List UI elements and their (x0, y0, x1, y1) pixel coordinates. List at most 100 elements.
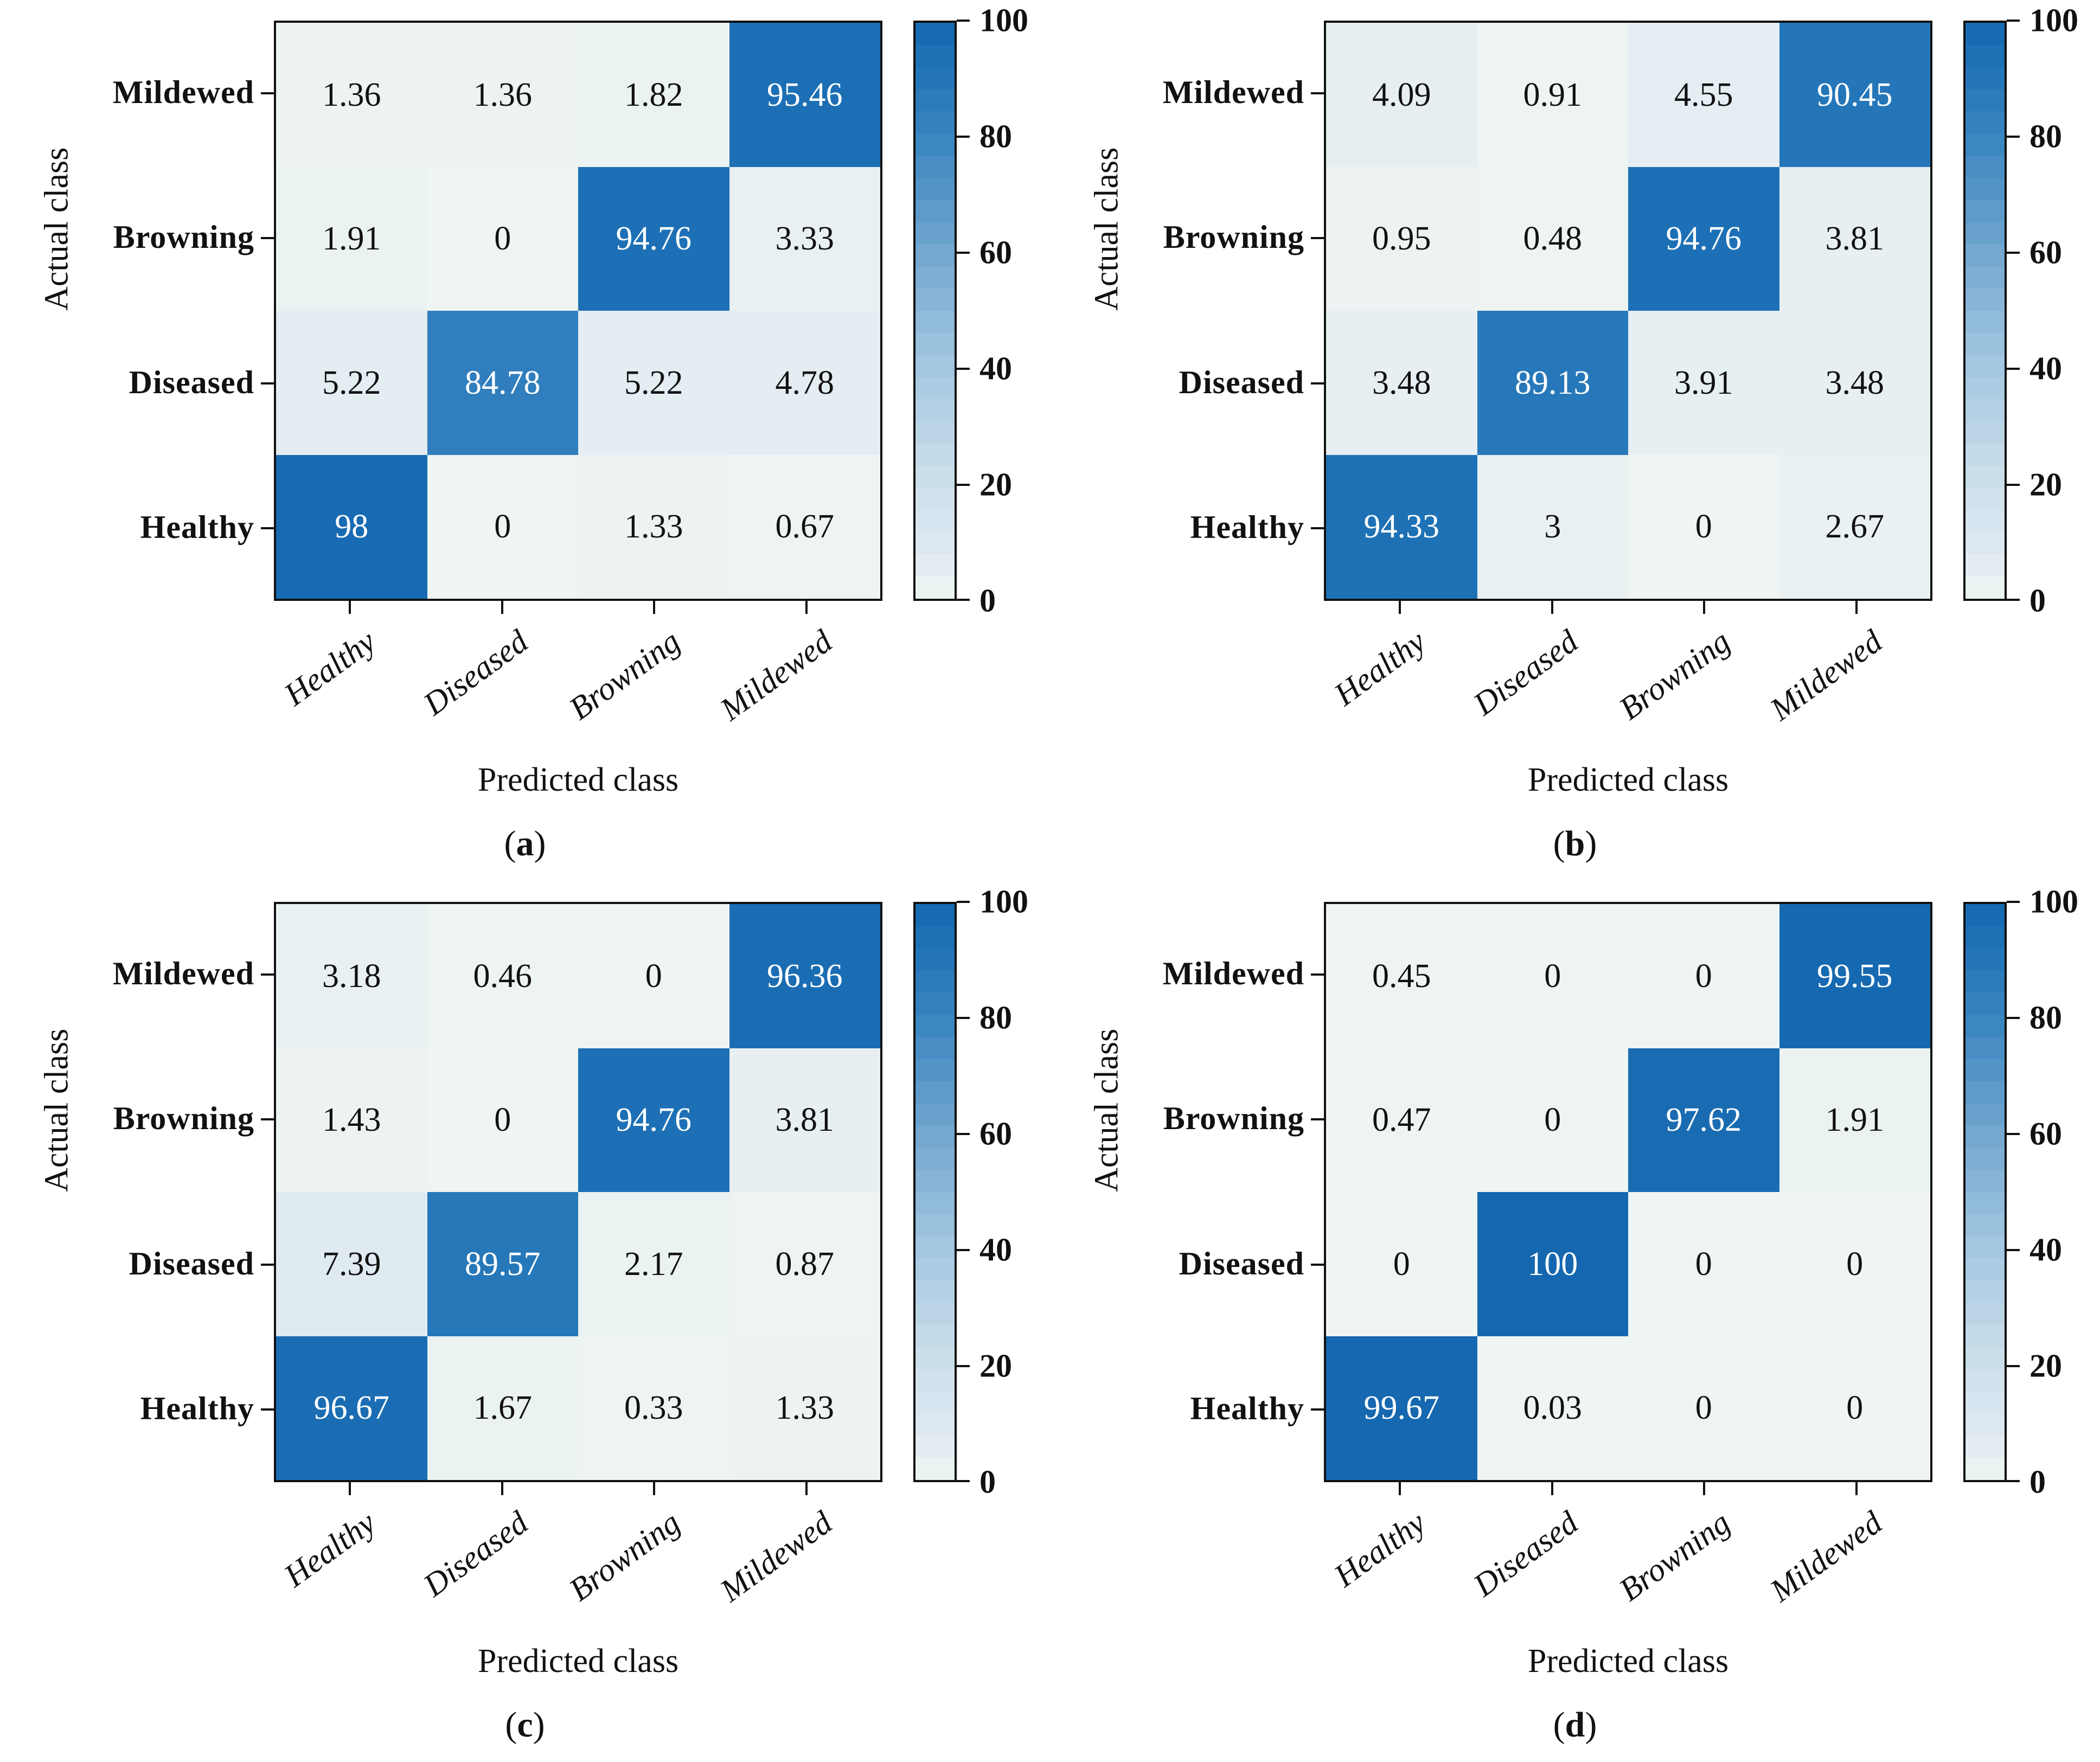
heatmap-cell: 0 (1477, 904, 1628, 1048)
heatmap-cell: 0 (1477, 1048, 1628, 1192)
colorbar-step (1965, 177, 2005, 200)
cell-value: 0.45 (1372, 957, 1431, 995)
cell-value: 98 (335, 508, 369, 546)
panel-b: Actual class 4.09 0.91 4.55 90.45 0.95 0.48 94… (1050, 0, 2100, 881)
heatmap-cell: 7.39 (276, 1192, 427, 1336)
cell-value: 96.36 (767, 957, 843, 995)
colorbar-step (1965, 332, 2005, 355)
colorbar-tick-mark (2007, 1365, 2020, 1367)
cell-value: 0.33 (624, 1389, 683, 1427)
colorbar-step (915, 1081, 955, 1104)
colorbar-tick-mark (2007, 368, 2020, 370)
x-axis-label: Predicted class (1527, 1643, 1729, 1680)
panel-caption: (b) (1050, 823, 2100, 864)
colorbar-step (915, 1436, 955, 1458)
x-tick-label: Diseased (1467, 623, 1585, 722)
y-tick-mark (1311, 1408, 1324, 1411)
heatmap-cells: 1.36 1.36 1.82 95.46 1.91 0 94.76 3.33 5.22 84.78… (276, 23, 880, 599)
caption-paren-open: ( (1553, 824, 1565, 863)
colorbar-step (915, 377, 955, 400)
colorbar-tick-mark (957, 599, 970, 601)
colorbar-step (915, 992, 955, 1015)
heatmap-cell: 0.87 (729, 1192, 880, 1336)
colorbar-step (915, 23, 955, 45)
colorbar-step (915, 1413, 955, 1436)
colorbar-step (1965, 1103, 2005, 1126)
heatmap-cell: 95.46 (729, 23, 880, 167)
x-tick-mark (1551, 601, 1553, 614)
heatmap-cell: 1.36 (276, 23, 427, 167)
x-tick-label: Browning (1612, 1504, 1737, 1609)
colorbar-tick-mark (957, 1365, 970, 1367)
cell-value: 1.33 (775, 1389, 835, 1427)
colorbar-step (915, 1125, 955, 1148)
heatmap-cell: 94.76 (578, 166, 729, 311)
heatmap-cell: 96.36 (729, 904, 880, 1048)
heatmap-cell: 3.81 (1779, 166, 1930, 311)
cell-value: 1.43 (322, 1101, 381, 1139)
colorbar (1963, 902, 2007, 1482)
cell-value: 1.67 (473, 1389, 533, 1427)
cell-value: 94.76 (616, 1101, 692, 1139)
y-tick-mark (261, 1408, 274, 1411)
colorbar-step (915, 1347, 955, 1369)
x-tick-mark (653, 601, 656, 614)
colorbar-tick-label: 80 (2029, 999, 2062, 1036)
colorbar-step (915, 1191, 955, 1214)
cell-value: 3.91 (1674, 364, 1733, 401)
cell-value: 0.48 (1523, 220, 1583, 258)
cell-value: 4.09 (1372, 76, 1431, 113)
colorbar-tick-label: 60 (979, 234, 1012, 271)
colorbar-step (915, 310, 955, 333)
colorbar-step (1965, 926, 2005, 949)
heatmap-cell: 90.45 (1779, 23, 1930, 167)
cell-value: 97.62 (1666, 1101, 1742, 1139)
cell-value: 89.57 (465, 1245, 541, 1283)
colorbar-tick-mark (957, 901, 970, 903)
heatmap-cell: 1.33 (578, 454, 729, 599)
heatmap-cell: 3.18 (276, 904, 427, 1048)
heatmap-cell: 4.09 (1326, 23, 1477, 167)
colorbar-tick-mark (957, 252, 970, 254)
cell-value: 0 (1846, 1245, 1864, 1283)
y-tick-label: Browning (113, 1100, 254, 1137)
cell-value: 0.95 (1372, 220, 1431, 258)
heatmap-cell: 1.43 (276, 1048, 427, 1192)
colorbar-step (915, 1458, 955, 1480)
y-tick-label: Healthy (1190, 1391, 1304, 1427)
x-tick-label: Diseased (417, 1504, 535, 1604)
colorbar-step (1965, 554, 2005, 577)
cell-value: 2.17 (624, 1245, 683, 1283)
cell-value: 94.76 (616, 220, 692, 258)
colorbar-step (1965, 970, 2005, 993)
colorbar-step (1965, 1303, 2005, 1325)
y-tick-mark (1311, 973, 1324, 976)
heatmap-cell: 89.13 (1477, 311, 1628, 455)
colorbar-step (1965, 1148, 2005, 1170)
cell-value: 3.81 (775, 1101, 835, 1139)
colorbar-step (915, 289, 955, 311)
colorbar-tick-label: 80 (979, 999, 1012, 1036)
colorbar-step (1965, 1391, 2005, 1414)
x-tick-label: Diseased (1467, 1504, 1585, 1604)
y-tick-mark (1311, 1118, 1324, 1121)
heatmap-cell: 97.62 (1628, 1048, 1779, 1192)
cell-value: 4.78 (775, 364, 835, 401)
y-tick-label: Diseased (129, 364, 254, 400)
heatmap-cell: 0 (1628, 454, 1779, 599)
x-tick-label: Healthy (1328, 1504, 1432, 1594)
colorbar-step (1965, 1280, 2005, 1303)
y-tick-mark (261, 382, 274, 385)
x-axis-label: Predicted class (477, 1643, 679, 1680)
y-tick-label: Healthy (140, 509, 254, 546)
colorbar-tick-label: 100 (979, 2, 1028, 39)
heatmap-cell: 100 (1477, 1192, 1628, 1336)
cell-value: 0.47 (1372, 1101, 1431, 1139)
heatmap-cell: 3.48 (1779, 311, 1930, 455)
caption-paren-open: ( (505, 1705, 517, 1745)
heatmap-plot: 4.09 0.91 4.55 90.45 0.95 0.48 94.76 3.81 3.48 89… (1324, 21, 1932, 601)
colorbar-step (915, 332, 955, 355)
colorbar-step (915, 904, 955, 926)
x-tick-mark (1855, 601, 1858, 614)
colorbar-tick-label: 100 (979, 883, 1028, 920)
